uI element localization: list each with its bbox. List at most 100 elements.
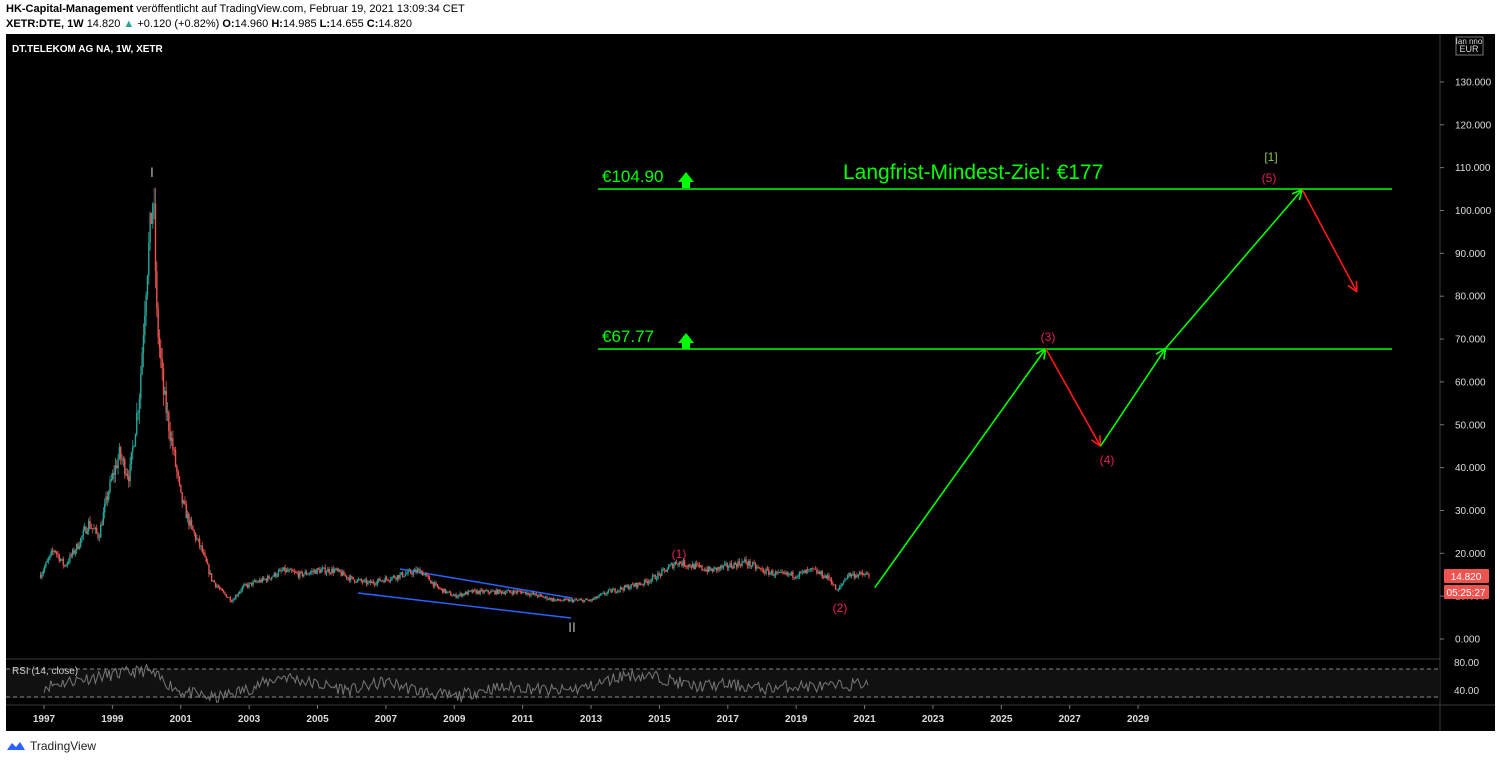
candle-body: [361, 581, 364, 583]
candle-body: [419, 569, 421, 574]
candle-body: [544, 596, 547, 598]
candle-body: [264, 578, 266, 580]
candle-body: [510, 591, 512, 593]
candle-body: [145, 295, 147, 316]
candle-body: [372, 581, 374, 584]
candle-body: [42, 570, 44, 575]
candle-body: [300, 571, 302, 573]
candle-body: [864, 574, 866, 576]
candle-body: [806, 569, 809, 571]
footer-brand[interactable]: TradingView: [6, 739, 96, 753]
channel-lower-line[interactable]: [357, 592, 572, 619]
candle-body: [691, 563, 694, 568]
candle-body: [492, 590, 495, 592]
candle-body: [73, 549, 75, 554]
candle-body: [562, 600, 564, 602]
wave-label-4: (4): [1100, 453, 1115, 467]
candle-body: [260, 579, 262, 583]
candle-body: [532, 592, 535, 595]
wave-label-I: I: [150, 164, 154, 180]
candle-body: [635, 582, 638, 588]
candle-body: [210, 573, 213, 581]
candle-body: [682, 560, 684, 566]
x-tick-label: 1999: [101, 714, 124, 725]
candle-body: [379, 578, 381, 582]
candle-body: [45, 562, 47, 567]
candle-body: [790, 571, 793, 575]
candle-body: [178, 476, 181, 485]
candle-body: [206, 562, 209, 565]
rsi-band: [6, 669, 1440, 698]
channel-upper-line[interactable]: [399, 568, 573, 599]
candle-body: [261, 577, 264, 583]
x-tick-label: 2003: [238, 714, 261, 725]
candle-body: [646, 581, 648, 584]
candle-body: [182, 500, 185, 504]
candle-body: [590, 599, 592, 601]
candle-body: [375, 584, 377, 585]
candle-body: [507, 590, 509, 591]
candle-body: [126, 473, 129, 477]
candle-body: [741, 561, 743, 566]
candle-body: [820, 571, 822, 575]
candle-body: [725, 563, 727, 565]
candle-body: [377, 578, 380, 581]
candle-body: [399, 574, 401, 579]
candle-body: [194, 533, 197, 540]
candle-body: [157, 308, 159, 338]
candle-body: [205, 556, 207, 563]
candle-body: [776, 571, 778, 574]
candle-body: [504, 592, 507, 594]
x-tick-label: 2025: [990, 714, 1013, 725]
candle-body: [754, 563, 757, 569]
author-name[interactable]: HK-Capital-Management: [6, 3, 134, 15]
x-tick-label: 2005: [306, 714, 329, 725]
wave-label-5: (5): [1262, 171, 1277, 185]
candle-body: [216, 585, 218, 587]
candle-body: [82, 530, 85, 536]
candle-body: [120, 447, 122, 459]
rsi-label: RSI (14, close): [12, 666, 78, 677]
candle-body: [241, 586, 244, 591]
candle-body: [662, 568, 664, 570]
candle-body: [312, 571, 314, 572]
candle-body: [180, 484, 182, 493]
candle-body: [291, 569, 293, 572]
y-tick-label: 120.000: [1455, 120, 1492, 131]
candle-body: [830, 579, 833, 584]
candle-body: [122, 459, 125, 461]
candle-body: [307, 574, 309, 575]
candle-body: [93, 528, 95, 530]
time-axis[interactable]: 1997 1999 2001 2003 2005 2007 2009 2011 2013 2015…: [33, 705, 1150, 725]
candle-body: [365, 579, 368, 585]
projection-arrowhead: [1043, 348, 1047, 360]
candle-body: [244, 584, 246, 586]
chart-area[interactable]: DT.TELEKOM AG NA, 1W, XETR 0.00010.00020…: [6, 34, 1495, 731]
candle-body: [539, 594, 542, 596]
x-tick-label: 2023: [922, 714, 945, 725]
candle-body: [639, 584, 642, 586]
candle-body: [383, 580, 385, 583]
candle-body: [626, 585, 628, 588]
candle-body: [47, 558, 50, 561]
candle-body: [409, 570, 412, 574]
candle-body: [698, 564, 701, 567]
candle-body: [829, 578, 831, 580]
candle-body: [336, 568, 338, 571]
candle-body: [651, 575, 654, 580]
candle-body: [420, 571, 423, 574]
wave-label-II: II: [568, 619, 576, 635]
candle-body: [669, 564, 671, 567]
candle-body: [742, 561, 745, 563]
candle-body: [563, 598, 566, 601]
candle-body: [411, 573, 413, 575]
candle-body: [460, 593, 463, 597]
y-tick-label: 110.000: [1455, 163, 1491, 174]
price-axis[interactable]: 0.00010.00020.00030.00040.00050.00060.00…: [1440, 77, 1492, 646]
projection-path[interactable]: [874, 188, 1358, 589]
candle-body: [196, 538, 198, 540]
price-chart[interactable]: DT.TELEKOM AG NA, 1W, XETR 0.00010.00020…: [6, 34, 1495, 731]
candle-body: [768, 569, 770, 575]
candle-body: [287, 569, 289, 572]
candle-body: [471, 590, 473, 593]
